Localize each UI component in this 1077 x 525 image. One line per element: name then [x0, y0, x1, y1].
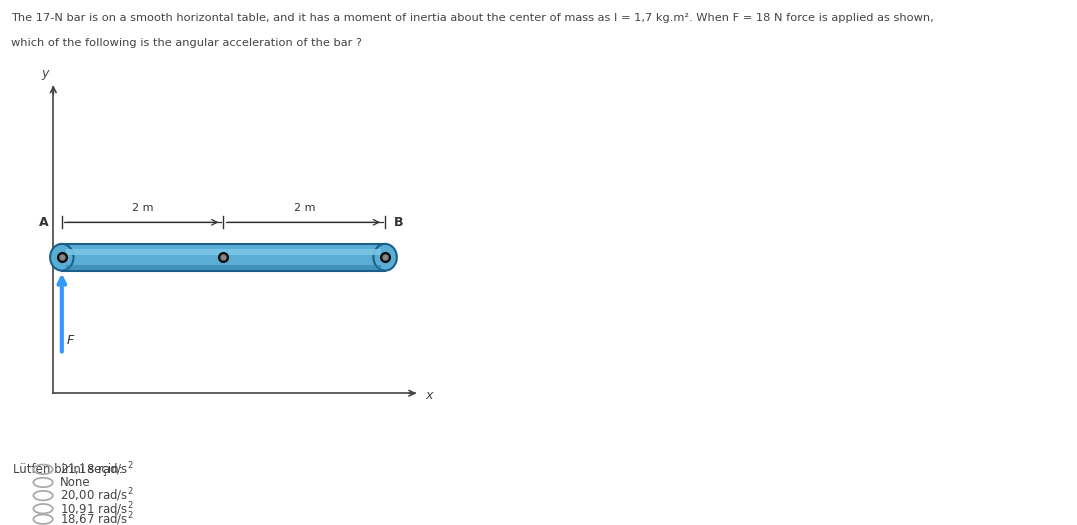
- Text: 2 m: 2 m: [131, 203, 153, 213]
- Circle shape: [51, 244, 73, 270]
- Text: y: y: [41, 67, 48, 80]
- Text: None: None: [60, 476, 90, 489]
- Text: 2 m: 2 m: [294, 203, 316, 213]
- Text: The 17-N bar is on a smooth horizontal table, and it has a moment of inertia abo: The 17-N bar is on a smooth horizontal t…: [11, 13, 934, 23]
- Text: 10,91 rad/s$^2$: 10,91 rad/s$^2$: [60, 500, 134, 518]
- Circle shape: [374, 244, 396, 270]
- Bar: [66, 265, 381, 270]
- Text: A: A: [40, 216, 50, 229]
- Bar: [66, 248, 381, 255]
- Text: which of the following is the angular acceleration of the bar ?: which of the following is the angular ac…: [11, 38, 362, 48]
- Text: F: F: [67, 334, 74, 347]
- Text: x: x: [425, 389, 433, 402]
- Text: Lütfen birini seçin:: Lütfen birini seçin:: [13, 463, 123, 476]
- Text: B: B: [394, 216, 403, 229]
- Text: 20,00 rad/s$^2$: 20,00 rad/s$^2$: [60, 487, 134, 505]
- Bar: [61, 244, 386, 270]
- Text: 21,18 rad/s$^2$: 21,18 rad/s$^2$: [60, 460, 134, 478]
- Text: 18,67 rad/s$^2$: 18,67 rad/s$^2$: [60, 510, 134, 525]
